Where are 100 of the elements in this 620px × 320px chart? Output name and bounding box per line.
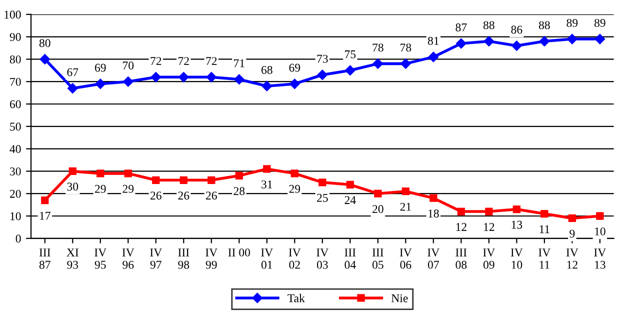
y-tick-label: 70: [10, 78, 21, 86]
point: [346, 180, 354, 188]
data-label: 18: [428, 210, 439, 218]
point: [457, 208, 465, 216]
data-label: 10: [595, 227, 606, 236]
point: [95, 78, 106, 89]
data-label: 28: [234, 187, 245, 196]
y-tick-label: 0: [16, 234, 21, 243]
point: [540, 210, 548, 218]
point: [430, 194, 438, 202]
point: [402, 188, 410, 196]
data-label: 20: [372, 205, 384, 214]
point: [68, 167, 76, 176]
data-label: 26: [178, 192, 190, 200]
x-tick-label: IV 95: [94, 248, 106, 269]
x-tick-label: IV 10: [510, 248, 523, 269]
point: [290, 78, 300, 89]
point: [594, 34, 606, 44]
point: [290, 170, 298, 178]
x-tick-label: IV 12: [566, 248, 578, 269]
x-tick-label: IV 02: [288, 248, 301, 269]
y-tick-label: 10: [10, 212, 21, 220]
x-tick-label: II 00: [228, 248, 250, 256]
point: [40, 54, 50, 64]
point: [262, 80, 272, 92]
data-label: 29: [122, 184, 134, 193]
point: [123, 76, 134, 87]
point: [484, 36, 494, 46]
point: [206, 72, 217, 82]
data-label: 26: [206, 192, 217, 200]
data-label: 67: [67, 68, 78, 76]
point: [317, 70, 328, 80]
x-tick-label: IV 99: [206, 248, 218, 269]
data-label: 87: [456, 23, 467, 32]
data-label: 9: [570, 230, 575, 238]
x-tick-label: III 87: [39, 248, 50, 269]
point: [456, 38, 466, 49]
point: [567, 34, 578, 44]
point: [512, 40, 522, 51]
x-tick-label: IV 11: [538, 248, 551, 269]
x-tick-label: IV 13: [594, 248, 606, 269]
legend-label: Nie: [391, 294, 408, 302]
y-tick-label: 80: [10, 55, 21, 64]
data-label: 80: [39, 39, 50, 48]
data-label: 72: [150, 57, 162, 65]
data-label: 86: [511, 26, 522, 34]
y-tick-label: 60: [10, 100, 21, 108]
point: [208, 176, 216, 184]
point: [372, 58, 384, 69]
data-label: 70: [123, 62, 134, 70]
x-tick-label: IV 03: [316, 248, 328, 269]
data-label: 72: [206, 57, 217, 65]
data-label: 31: [262, 180, 272, 188]
point: [96, 170, 104, 178]
point: [234, 74, 244, 84]
x-tick-label: IV 96: [122, 248, 134, 269]
data-label: 30: [67, 182, 78, 191]
data-label: 75: [345, 50, 356, 58]
point: [400, 58, 411, 69]
x-tick-label: IV 06: [400, 248, 412, 269]
point: [41, 196, 49, 204]
data-label: 13: [512, 220, 522, 229]
data-label: 88: [483, 21, 494, 30]
point: [568, 214, 576, 222]
y-tick-label: 50: [10, 122, 21, 131]
point: [178, 72, 189, 82]
y-tick-label: 20: [10, 190, 21, 198]
point: [235, 172, 243, 180]
data-label: 88: [538, 21, 550, 30]
point: [152, 176, 160, 184]
point: [485, 208, 493, 216]
point: [150, 72, 161, 82]
data-label: 29: [94, 184, 106, 193]
point: [124, 170, 132, 178]
x-tick-label: III 98: [178, 248, 190, 269]
x-tick-label: IV 01: [261, 248, 273, 269]
data-label: 89: [566, 18, 578, 27]
x-tick-label: III 04: [344, 248, 356, 269]
point: [345, 65, 356, 76]
legend-label: Tak: [288, 294, 305, 302]
x-tick-label: IV 09: [483, 248, 496, 269]
data-label: 69: [289, 64, 300, 72]
data-label: 12: [456, 223, 466, 231]
data-label: 78: [372, 44, 384, 52]
x-tick-label: III 05: [372, 248, 384, 269]
point: [263, 165, 271, 173]
point: [539, 36, 550, 46]
point: [318, 178, 326, 186]
x-tick-label: IV 07: [428, 248, 440, 269]
data-label: 21: [400, 202, 411, 211]
data-label: 25: [317, 194, 328, 202]
point: [180, 176, 188, 184]
point: [68, 83, 78, 94]
data-label: 17: [40, 212, 50, 220]
x-tick-label: IV 97: [150, 248, 162, 269]
point: [596, 212, 604, 220]
data-label: 11: [540, 225, 550, 234]
data-label: 81: [428, 36, 439, 45]
data-label: 73: [317, 54, 328, 63]
data-label: 71: [234, 59, 244, 68]
